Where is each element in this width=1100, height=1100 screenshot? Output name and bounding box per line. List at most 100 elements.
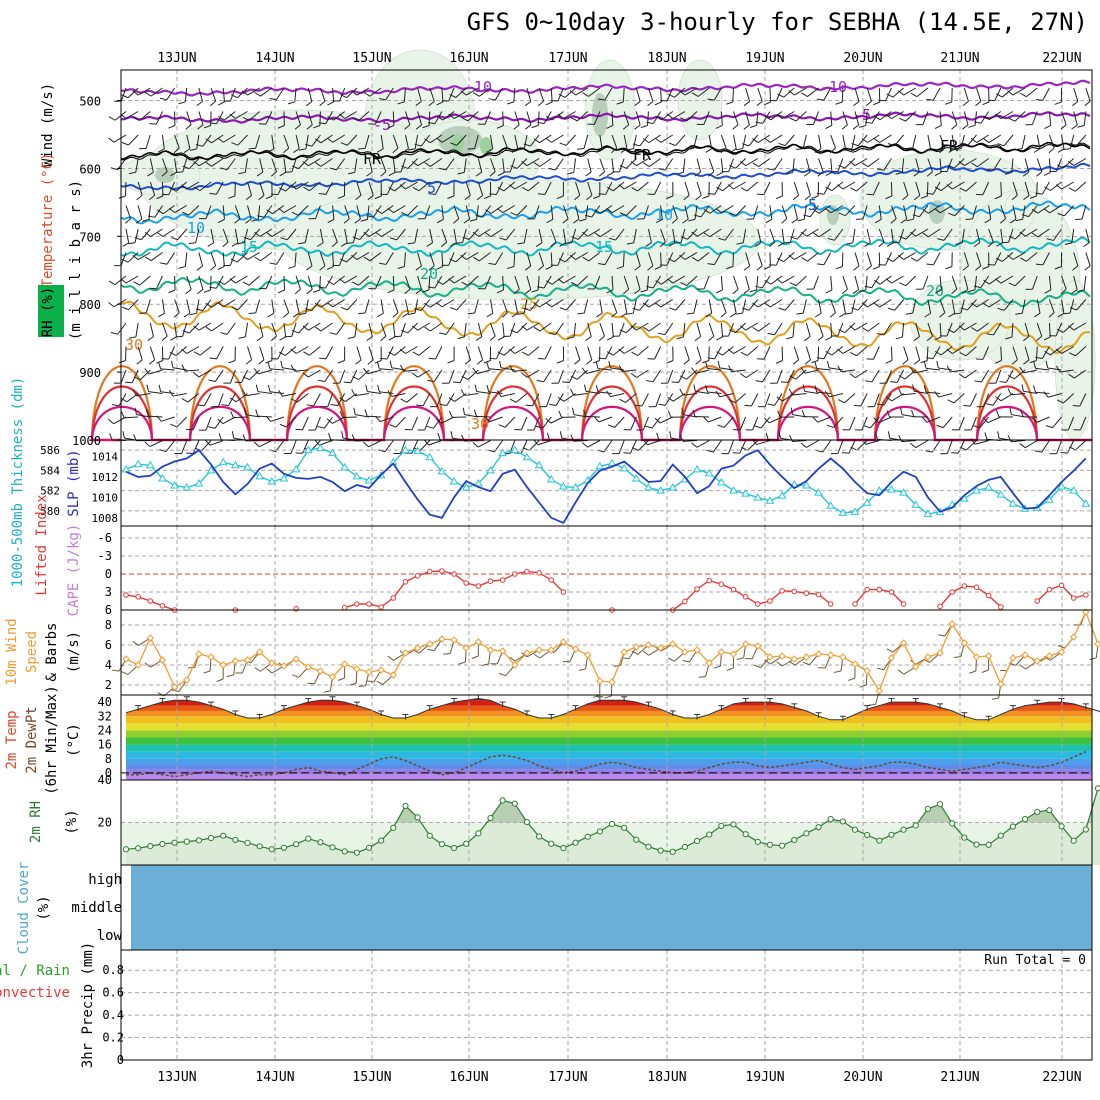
wind-barb bbox=[237, 228, 248, 245]
barb-flag bbox=[572, 407, 575, 415]
barb-flag bbox=[257, 215, 265, 218]
barb-flag bbox=[885, 195, 893, 200]
wind-barb bbox=[1084, 252, 1091, 271]
wind-barb bbox=[149, 111, 163, 125]
wind-barb bbox=[743, 111, 750, 130]
barb-flag bbox=[217, 137, 224, 143]
barb-flag bbox=[241, 254, 248, 260]
barb-flag bbox=[765, 432, 769, 440]
barb-flag bbox=[961, 289, 969, 295]
wind-barb bbox=[939, 322, 953, 337]
barb-staff bbox=[599, 299, 603, 314]
barb-flag bbox=[461, 117, 469, 122]
barb-staff bbox=[757, 299, 771, 308]
barb-staff bbox=[464, 414, 479, 418]
wind-barb bbox=[147, 158, 154, 177]
barb-flag bbox=[959, 352, 967, 357]
barb-flag bbox=[864, 121, 872, 124]
wind10m-point bbox=[243, 656, 252, 664]
wind-barb bbox=[441, 252, 455, 266]
barb-staff bbox=[247, 346, 253, 361]
wind-barb bbox=[114, 369, 127, 384]
barb-flag bbox=[983, 302, 990, 308]
barb-staff bbox=[1025, 87, 1038, 98]
wind-barb bbox=[556, 346, 565, 364]
wind-barb bbox=[464, 346, 471, 365]
barb-staff bbox=[684, 205, 689, 220]
barb-flag bbox=[875, 432, 878, 440]
barb-flag bbox=[937, 238, 945, 241]
barb-staff bbox=[127, 252, 139, 263]
label-precip-total: Total / Rain bbox=[0, 963, 70, 979]
barb-flag bbox=[986, 333, 994, 336]
barb-staff bbox=[577, 275, 589, 286]
barb-flag bbox=[775, 195, 783, 200]
barb-staff bbox=[166, 87, 176, 100]
barb-flag bbox=[193, 186, 201, 192]
barb-flag bbox=[887, 142, 895, 147]
wind-barb bbox=[388, 181, 406, 192]
barb-staff bbox=[392, 134, 399, 149]
wind-barb bbox=[503, 322, 516, 337]
barb-flag bbox=[608, 360, 611, 368]
barb-staff bbox=[217, 393, 224, 407]
rh2m-point bbox=[159, 840, 166, 848]
barb-flag bbox=[953, 312, 962, 315]
wind-barb bbox=[654, 416, 673, 424]
wind-barb bbox=[708, 322, 715, 342]
rh2m-point bbox=[329, 844, 336, 851]
barb-staff bbox=[883, 158, 892, 171]
barb-flag bbox=[222, 241, 229, 248]
wind-barb bbox=[594, 228, 613, 238]
label-rh2m-unit: (%) bbox=[64, 809, 80, 834]
wind-barb bbox=[654, 299, 674, 308]
wind-barb bbox=[647, 181, 662, 196]
barb-staff bbox=[769, 205, 773, 220]
barb-flag bbox=[886, 242, 894, 247]
barb-staff bbox=[623, 299, 628, 314]
barb-staff bbox=[867, 134, 880, 143]
wind-barb bbox=[424, 322, 443, 332]
barb-flag bbox=[428, 193, 436, 195]
barb-flag bbox=[626, 148, 634, 151]
barb-staff bbox=[781, 111, 795, 120]
barb-flag bbox=[607, 171, 614, 177]
wind-barb bbox=[367, 346, 374, 365]
thickness-point bbox=[498, 448, 508, 457]
barb-staff bbox=[700, 205, 710, 218]
wind-barb bbox=[278, 390, 297, 397]
barb-staff bbox=[1023, 369, 1038, 374]
barb-staff bbox=[495, 252, 504, 265]
barb-staff bbox=[823, 252, 832, 266]
barb-flag bbox=[509, 656, 516, 662]
wind-barb bbox=[910, 252, 929, 262]
wind-barb bbox=[545, 299, 564, 308]
barb-staff bbox=[564, 252, 576, 263]
wind-barb bbox=[825, 205, 844, 214]
barb-flag bbox=[694, 214, 702, 218]
wind-barb bbox=[694, 205, 710, 218]
barb-staff bbox=[708, 416, 722, 423]
barb-staff bbox=[418, 346, 431, 356]
barb-staff bbox=[763, 346, 771, 360]
wind-barb bbox=[913, 158, 920, 177]
thickness-point bbox=[255, 471, 265, 480]
barb-flag bbox=[755, 121, 763, 124]
barb-flag bbox=[813, 232, 820, 238]
barb-staff bbox=[226, 158, 236, 171]
rh2m-point bbox=[985, 841, 992, 848]
barb-staff bbox=[666, 87, 674, 102]
wind-barb bbox=[679, 388, 698, 396]
rh2m-point bbox=[280, 844, 288, 851]
cloud-level-high: high bbox=[88, 872, 122, 888]
barb-staff bbox=[870, 416, 880, 429]
wind-barb bbox=[611, 299, 618, 318]
wind-barb bbox=[814, 361, 831, 371]
barb-flag bbox=[626, 242, 634, 245]
barb-flag bbox=[727, 184, 734, 190]
barb-flag bbox=[147, 215, 156, 218]
barb-flag bbox=[1084, 265, 1091, 271]
wind-barb bbox=[537, 181, 552, 195]
barb-flag bbox=[1072, 405, 1080, 407]
barb-staff bbox=[575, 181, 581, 196]
